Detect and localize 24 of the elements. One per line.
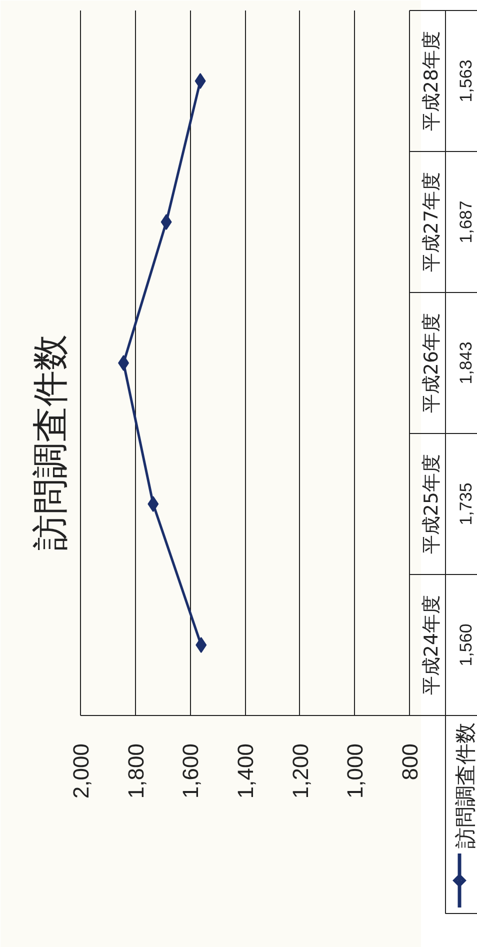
point	[160, 214, 172, 230]
point	[148, 496, 159, 512]
x-tick-label: 2,000	[68, 743, 94, 799]
y-tick-label: 平成25年度	[420, 454, 442, 554]
y-tick-label: 平成28年度	[420, 30, 442, 132]
text: 訪問調査件数	[454, 722, 477, 848]
y-tick-label: 平成27年度	[420, 172, 442, 272]
data-label: 1,687	[456, 200, 476, 244]
data-label: 1,563	[456, 60, 476, 102]
data-label: 1,843	[456, 342, 476, 384]
x-tick-label: 1,200	[288, 743, 313, 799]
x-tick-label: 800	[398, 743, 422, 780]
point	[196, 637, 207, 653]
x-tick-label: 1,800	[123, 743, 148, 799]
y-tick-label: 平成24年度	[420, 594, 442, 696]
data-label: 1,560	[456, 624, 476, 666]
y-tick-label: 平成26年度	[420, 312, 442, 414]
x-tick-label: 1,000	[342, 743, 368, 799]
point	[194, 73, 206, 89]
x-tick-label: 1,400	[233, 743, 258, 799]
point	[118, 355, 130, 371]
text: 訪問調査件数	[30, 334, 72, 550]
data-label: 1,735	[456, 482, 476, 526]
x-tick-label: 1,600	[178, 743, 204, 799]
